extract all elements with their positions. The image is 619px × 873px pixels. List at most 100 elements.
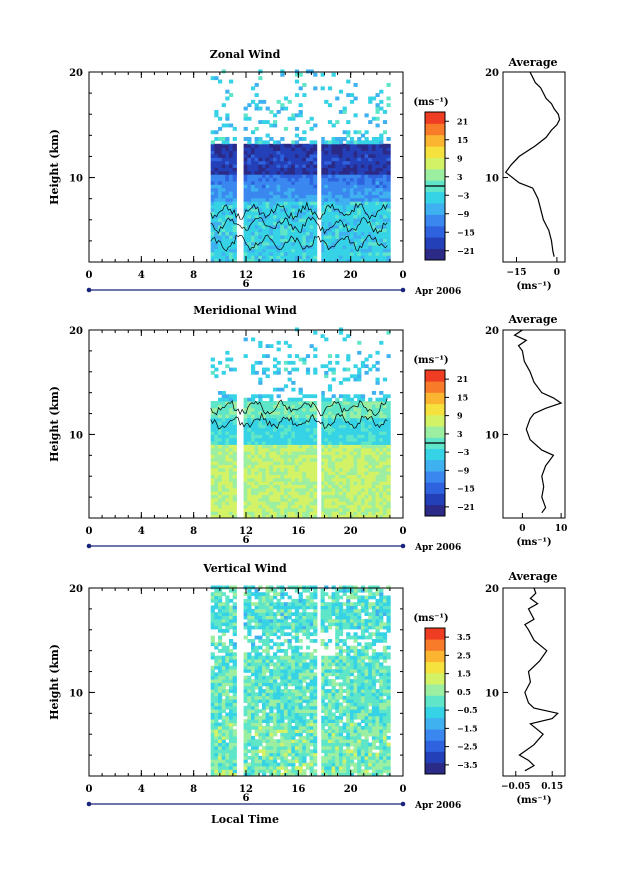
heatmap-cell xyxy=(324,218,329,222)
heatmap-cell xyxy=(214,675,219,680)
heatmap-cell xyxy=(247,669,252,673)
heatmap-cell xyxy=(262,147,267,152)
heatmap-cell xyxy=(225,180,230,185)
heatmap-cell xyxy=(273,187,278,192)
heatmap-cell xyxy=(357,184,362,189)
heatmap-cell xyxy=(232,769,237,774)
heatmap-cell xyxy=(232,457,237,462)
heatmap-cell xyxy=(273,113,278,118)
heatmap-cell xyxy=(265,695,270,700)
heatmap-cell xyxy=(276,605,281,610)
heatmap-cell xyxy=(338,184,344,189)
colorbar-swatch xyxy=(425,146,445,158)
heatmap-cell xyxy=(371,457,377,462)
heatmap-cell xyxy=(258,471,263,475)
heatmap-cell xyxy=(280,201,285,206)
heatmap-cell xyxy=(294,147,300,152)
profile-y-tick-label: 20 xyxy=(485,326,499,337)
heatmap-cell xyxy=(375,218,380,222)
heatmap-cell xyxy=(221,592,226,596)
heatmap-cell xyxy=(254,672,259,677)
heatmap-cell xyxy=(371,116,377,121)
heatmap-cell xyxy=(342,487,347,492)
heatmap-cell xyxy=(262,494,267,499)
heatmap-cell xyxy=(218,729,223,733)
heatmap-cell xyxy=(375,431,380,435)
heatmap-cell xyxy=(313,437,318,442)
heatmap-cell xyxy=(269,123,274,128)
heatmap-cell xyxy=(342,194,347,199)
heatmap-cell xyxy=(214,424,219,429)
heatmap-cell xyxy=(357,437,362,442)
heatmap-cell xyxy=(386,444,391,449)
heatmap-cell xyxy=(338,258,344,263)
heatmap-cell xyxy=(320,187,325,192)
heatmap-cell xyxy=(283,467,289,472)
heatmap-cell xyxy=(247,180,252,185)
heatmap-cell xyxy=(247,755,252,760)
heatmap-cell xyxy=(357,407,362,412)
heatmap-cell xyxy=(335,228,340,233)
heatmap-cell xyxy=(287,397,292,402)
heatmap-cell xyxy=(302,504,307,509)
heatmap-cell xyxy=(218,248,223,253)
heatmap-cell xyxy=(280,692,285,697)
heatmap-cell xyxy=(276,699,281,703)
heatmap-cell xyxy=(273,228,278,233)
heatmap-cell xyxy=(287,491,292,496)
heatmap-cell xyxy=(320,487,325,492)
heatmap-cell xyxy=(287,682,292,687)
heatmap-cell xyxy=(258,467,263,472)
heatmap-cell xyxy=(283,221,289,226)
heatmap-cell xyxy=(371,224,377,229)
heatmap-cell xyxy=(258,484,263,489)
heatmap-cell xyxy=(349,497,355,502)
heatmap-cell xyxy=(262,477,267,482)
heatmap-cell xyxy=(265,201,270,206)
heatmap-cell xyxy=(338,164,344,168)
heatmap-cell xyxy=(232,612,237,616)
heatmap-cell xyxy=(210,157,215,162)
heatmap-cell xyxy=(283,447,289,452)
heatmap-cell xyxy=(210,672,215,677)
heatmap-cell xyxy=(287,622,292,627)
heatmap-cell xyxy=(349,431,355,435)
heatmap-cell xyxy=(221,759,226,764)
heatmap-cell xyxy=(353,150,358,155)
heatmap-cell xyxy=(335,444,340,449)
heatmap-cell xyxy=(283,434,289,439)
heatmap-cell xyxy=(335,164,340,168)
heatmap-cell xyxy=(360,140,366,145)
heatmap-cell xyxy=(324,451,329,455)
heatmap-cell xyxy=(262,170,267,175)
heatmap-cell xyxy=(251,187,256,192)
heatmap-cell xyxy=(254,612,259,616)
heatmap-cell xyxy=(251,194,256,199)
heatmap-cell xyxy=(232,715,237,720)
heatmap-cell xyxy=(379,514,384,519)
heatmap-cell xyxy=(368,424,373,429)
heatmap-cell xyxy=(342,174,347,179)
heatmap-cell xyxy=(247,238,252,243)
heatmap-cell xyxy=(210,414,215,419)
heatmap-cell xyxy=(273,201,278,206)
heatmap-cell xyxy=(276,585,281,590)
heatmap-cell xyxy=(324,424,329,429)
heatmap-cell xyxy=(379,437,384,442)
heatmap-cell xyxy=(243,685,248,690)
heatmap-cell xyxy=(232,255,237,260)
heatmap-cell xyxy=(210,487,215,492)
heatmap-cell xyxy=(294,367,300,372)
heatmap-cell xyxy=(346,451,351,455)
heatmap-cell xyxy=(251,231,256,236)
heatmap-cell xyxy=(214,374,219,379)
heatmap-cell xyxy=(265,635,270,640)
heatmap-cell xyxy=(287,235,292,239)
heatmap-cell xyxy=(294,632,300,637)
x-tick-label: 20 xyxy=(344,270,358,281)
heatmap-cell xyxy=(283,170,289,175)
x-tick-label: 12 xyxy=(239,526,253,537)
heatmap-cell xyxy=(265,739,270,743)
heatmap-cell xyxy=(287,487,292,492)
heatmap-cell xyxy=(342,397,347,402)
